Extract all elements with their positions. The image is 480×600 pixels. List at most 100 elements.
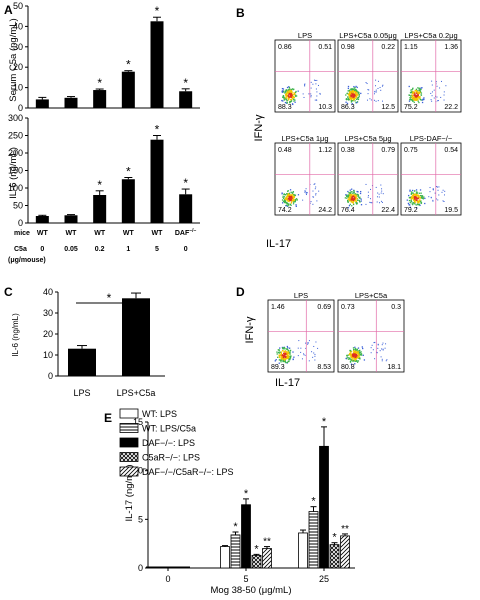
panel-b-plot-event xyxy=(346,92,348,95)
panel-d-plot-event xyxy=(284,356,286,358)
panel-b-plot-cell-events xyxy=(406,186,446,209)
panel-b-plot-event xyxy=(347,96,349,98)
panel-b-plot-event xyxy=(367,195,369,197)
panel-b-plot-event xyxy=(290,90,292,92)
panel-b-plot-event xyxy=(414,96,416,98)
panel-b-plot-event xyxy=(347,90,349,92)
panel-b-plot-event xyxy=(351,94,353,97)
panel-b-plot-event xyxy=(419,97,421,99)
panel-b-plot-event xyxy=(423,98,425,101)
panel-b-plot-event xyxy=(347,195,349,198)
mice-genotype-label: WT xyxy=(152,230,164,237)
panel-b-plot-event xyxy=(407,194,410,197)
panel-b-plot-event xyxy=(315,186,317,188)
panel-d-plot-event xyxy=(286,361,289,364)
panel-b-plot-event xyxy=(415,90,418,93)
panel-b-plot-event xyxy=(442,189,444,191)
panel-d-plot-event xyxy=(354,349,357,351)
panel-d-plot-event xyxy=(355,358,357,360)
panel-b-plot-event xyxy=(443,94,445,96)
panel-b-plot-event xyxy=(358,91,360,94)
panel-c-ytick-label: 30 xyxy=(43,308,53,318)
panel-b-plot-event xyxy=(346,102,349,105)
panel-b-plot-event xyxy=(409,196,412,198)
panel-d-plot-event xyxy=(286,345,289,348)
panel-b-plot-event xyxy=(415,94,418,97)
panel-b-plot-event xyxy=(347,97,349,99)
panel-b-plot-event xyxy=(353,189,355,192)
panel-b-plot-event xyxy=(378,193,380,195)
panel-b-plot-event xyxy=(376,196,378,198)
panel-b-plot-event xyxy=(420,202,423,204)
panel-b-plot-event xyxy=(433,97,435,99)
panel-d-plot-event xyxy=(293,356,295,358)
panel-b-plot-event xyxy=(354,193,356,195)
panel-d-plot-event xyxy=(354,359,357,361)
panel-b-plot-event xyxy=(410,193,412,195)
panel-b-plot-event xyxy=(349,193,351,196)
panel-b-plot-event xyxy=(294,99,296,101)
panel-b-plot-event xyxy=(288,198,290,201)
panel-d-plot-quadrant-lr: 18.1 xyxy=(387,364,401,371)
panel-d-plot-event xyxy=(286,357,289,360)
panel-b-plot-event xyxy=(345,101,347,103)
panel-b-plot-event xyxy=(377,80,379,82)
panel-d-plot-event xyxy=(380,356,382,358)
c5a-dose-label: 0.2 xyxy=(95,246,105,253)
panel-b-plot-event xyxy=(282,200,285,202)
c5a-dose-label: 0 xyxy=(184,246,188,253)
panel-e-ylabel: IL-17 (ng/mL) xyxy=(124,464,135,521)
panel-b-plot-event xyxy=(375,85,377,87)
panel-b-plot-event xyxy=(314,188,316,190)
panel-c-bar xyxy=(68,348,96,376)
panel-b-plot-event xyxy=(414,200,416,202)
panel-b-plot-cell-events xyxy=(344,183,384,209)
panel-b-plot-event xyxy=(432,200,434,202)
panel-b-plot-event xyxy=(412,92,414,94)
panel-e-bar xyxy=(251,554,262,569)
panel-d-plot-event xyxy=(287,355,289,357)
panel-b-plot-cell-events xyxy=(345,79,384,105)
panel-b-plot-event xyxy=(305,192,307,194)
panel-b-plot-event xyxy=(354,100,356,102)
panel-b-plot-event xyxy=(413,196,415,199)
panel-b-plot-event xyxy=(288,193,290,195)
panel-label-e: E xyxy=(104,411,112,425)
panel-b-plot-event xyxy=(302,93,304,95)
panel-b-plot-event xyxy=(289,198,291,200)
panel-c-significance-star: * xyxy=(107,291,112,305)
panel-b-plot-event xyxy=(353,198,356,200)
panel-a-bottom-significance-star: * xyxy=(97,178,102,192)
panel-b-plot-event xyxy=(281,90,283,92)
panel-b-plot-event xyxy=(290,101,292,103)
panel-b-plot-event xyxy=(313,196,315,198)
panel-b-plot-event xyxy=(355,200,358,203)
panel-d-plot-event xyxy=(300,351,302,353)
panel-b-plot-event xyxy=(351,103,353,105)
panel-b-plot-event xyxy=(291,95,293,97)
panel-b-plot-event xyxy=(314,183,316,185)
panel-b-plot-event xyxy=(290,195,293,198)
panel-b-plot-event xyxy=(438,186,440,188)
panel-b-plot-event xyxy=(445,85,447,87)
panel-b-plot-event xyxy=(290,100,293,102)
panel-b-plot-event xyxy=(356,98,359,100)
panel-d-plot-event xyxy=(277,351,280,354)
panel-d-plot-event xyxy=(355,350,357,352)
panel-b-plot-event xyxy=(314,79,316,81)
panel-b-plot-event xyxy=(416,95,419,98)
panel-b-plot-event xyxy=(417,89,419,92)
panel-b-plot-event xyxy=(414,196,416,199)
panel-b-plot-event xyxy=(381,201,383,203)
panel-b-plot-event xyxy=(354,89,357,91)
panel-b-plot-event xyxy=(412,192,414,194)
panel-b-plot-quadrant-ll: 76.4 xyxy=(341,207,355,214)
panel-b-plot-event xyxy=(286,102,289,104)
panel-b-plot-event xyxy=(351,197,354,200)
panel-b-plot-event xyxy=(380,200,382,202)
panel-e-bar xyxy=(340,535,350,569)
panel-d-plot-event xyxy=(280,355,282,357)
panel-b-plot-event xyxy=(284,200,287,203)
panel-d-plot-event xyxy=(286,355,289,358)
panel-d-plot-event xyxy=(280,353,283,355)
